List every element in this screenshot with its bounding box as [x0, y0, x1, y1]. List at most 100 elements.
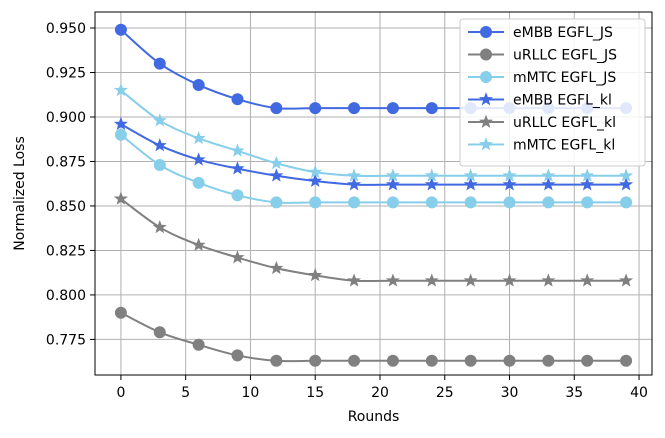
data-point [502, 168, 517, 182]
data-point [192, 78, 205, 91]
data-point [425, 196, 438, 209]
y-tick-label: 0.825 [46, 243, 86, 259]
data-point [348, 102, 361, 115]
data-point [619, 273, 634, 287]
data-point [191, 237, 206, 252]
x-tick-label: 35 [565, 385, 583, 401]
data-point [113, 116, 128, 131]
x-tick-label: 30 [501, 385, 519, 401]
data-point [309, 196, 322, 209]
data-point [269, 155, 284, 170]
y-tick-label: 0.875 [46, 154, 86, 170]
data-point [463, 168, 478, 182]
series-3 [113, 116, 634, 191]
data-point [348, 354, 361, 367]
legend-label: mMTC EGFL_kl [513, 138, 615, 154]
data-point [502, 273, 517, 287]
data-point [230, 161, 245, 175]
legend-item: uRLLC EGFL_JS [468, 48, 617, 64]
legend-item: mMTC EGFL_kl [468, 137, 615, 154]
data-point [503, 196, 516, 209]
data-point [308, 164, 323, 179]
x-axis-title: Rounds [348, 409, 400, 425]
data-point [152, 138, 167, 152]
data-point [270, 354, 283, 367]
data-point [502, 177, 517, 191]
legend-item: eMBB EGFL_kl [468, 92, 612, 109]
data-point [463, 177, 478, 191]
y-tick-label: 0.850 [46, 199, 86, 215]
data-point [425, 102, 438, 115]
x-tick-label: 10 [242, 385, 260, 401]
data-point [192, 176, 205, 189]
data-point [114, 128, 127, 141]
data-point [542, 354, 555, 367]
data-point [619, 177, 634, 191]
legend-marker [479, 92, 493, 106]
data-point [425, 354, 438, 367]
data-point [348, 196, 361, 209]
legend-marker [479, 114, 493, 128]
data-point [153, 57, 166, 70]
legend-marker [480, 48, 492, 61]
data-point [152, 219, 167, 234]
data-point [231, 93, 244, 106]
data-point [113, 191, 128, 205]
data-point [308, 268, 323, 282]
data-point [230, 143, 245, 157]
data-point [269, 260, 284, 275]
legend-label: mMTC EGFL_JS [513, 70, 616, 86]
data-point [308, 173, 323, 187]
series-line [120, 198, 627, 283]
data-point [541, 273, 556, 287]
data-point [192, 338, 205, 351]
data-point [463, 273, 478, 287]
data-point [503, 354, 516, 367]
legend-item: uRLLC EGFL_kl [468, 114, 616, 131]
y-axis-title: Normalized Loss [12, 136, 28, 251]
data-point [230, 250, 245, 264]
data-point [424, 168, 439, 182]
legend: eMBB EGFL_JS uRLLC EGFL_JS mMTC EGFL_JS eMB… [459, 18, 646, 167]
data-point [580, 177, 595, 191]
y-tick-label: 0.925 [46, 66, 86, 82]
data-point [385, 273, 400, 287]
data-point [270, 196, 283, 209]
y-tick-label: 0.800 [46, 288, 86, 304]
data-point [347, 168, 362, 182]
legend-marker [480, 26, 492, 38]
data-point [113, 82, 128, 97]
legend-label: uRLLC EGFL_JS [513, 48, 617, 64]
series-4 [113, 191, 634, 287]
x-tick-label: 20 [371, 385, 389, 401]
x-tick-label: 40 [630, 385, 648, 401]
data-point [580, 168, 595, 182]
series-5 [113, 82, 634, 182]
data-point [114, 23, 127, 36]
plot-frame [94, 11, 653, 376]
series-layer [113, 23, 634, 367]
series-2 [114, 128, 633, 209]
data-point [386, 102, 399, 115]
y-tick-label: 0.900 [46, 110, 86, 126]
data-point [386, 196, 399, 209]
legend-label: eMBB EGFL_kl [513, 93, 612, 109]
data-point [541, 168, 556, 182]
data-point [270, 102, 283, 115]
data-point [231, 349, 244, 362]
data-point [114, 306, 127, 319]
data-point [385, 168, 400, 182]
data-point [152, 113, 167, 127]
legend-marker [479, 137, 493, 151]
legend-box [459, 18, 646, 167]
data-point [347, 273, 362, 287]
x-tick-label: 25 [436, 385, 454, 401]
x-tick-label: 5 [181, 385, 190, 401]
legend-marker [480, 71, 492, 83]
data-point [542, 196, 555, 209]
data-point [191, 152, 206, 166]
data-point [269, 168, 284, 182]
data-point [541, 177, 556, 191]
legend-label: uRLLC EGFL_kl [513, 115, 616, 131]
